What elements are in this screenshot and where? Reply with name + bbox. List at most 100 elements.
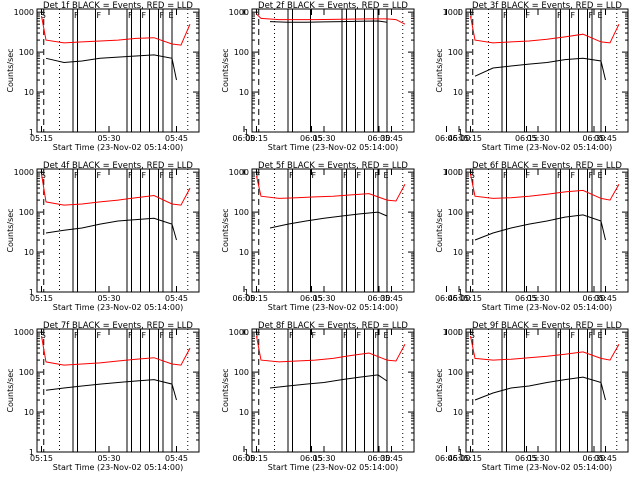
y-tick-label: 1000	[229, 328, 249, 337]
events-series-line	[269, 211, 388, 229]
x-tick-label: 05:15	[459, 134, 482, 143]
x-tick-label: 06:15	[300, 454, 323, 463]
events-series-line	[45, 217, 177, 241]
annotation-label: F	[375, 331, 380, 340]
annotation-label: S	[470, 171, 475, 180]
annotation-label: F	[142, 171, 147, 180]
y-axis-label: Counts/sec	[221, 368, 230, 412]
annotation-label: F	[160, 11, 165, 20]
y-tick-label: 100	[234, 208, 249, 217]
y-tick-label: 10	[24, 88, 34, 97]
x-tick-label: 06:15	[515, 294, 538, 303]
annotation-label: E	[384, 331, 389, 340]
y-tick-label: 100	[19, 48, 34, 57]
y-tick-label: 10	[453, 248, 463, 257]
panel-title: Det 9f BLACK = Events, RED = LLD	[472, 321, 622, 331]
x-tick-label: 06:30	[367, 454, 390, 463]
annotation-label: S	[470, 331, 475, 340]
annotation-label: F	[256, 171, 261, 180]
x-tick-label: 05:15	[459, 294, 482, 303]
annotation-label: F	[97, 11, 102, 20]
lld-series-line	[41, 173, 191, 206]
annotation-label: F	[557, 11, 562, 20]
annotation-label: F	[557, 171, 562, 180]
y-tick-label: 10	[453, 88, 463, 97]
detector-panel: Det 2f BLACK = Events, RED = LLD11010010…	[221, 1, 606, 152]
y-tick-label: 10	[24, 408, 34, 417]
x-tick-label: 05:30	[312, 134, 335, 143]
y-tick-label: 1	[458, 288, 463, 297]
annotation-label: F	[357, 171, 362, 180]
detector-panel: Det 7f BLACK = Events, RED = LLD11010010…	[6, 321, 458, 472]
x-tick-label: 05:45	[380, 134, 403, 143]
annotation-label: E	[598, 331, 603, 340]
plot-frame	[465, 168, 629, 293]
plot-frame	[465, 8, 629, 133]
annotation-label: F	[142, 331, 147, 340]
panel-title: Det 4f BLACK = Events, RED = LLD	[43, 161, 193, 171]
panel-title: Det 7f BLACK = Events, RED = LLD	[43, 321, 193, 331]
y-tick-label: 1000	[443, 8, 463, 17]
y-tick-label: 1000	[14, 168, 34, 177]
x-tick-label: 05:30	[97, 294, 120, 303]
x-tick-label: 06:45	[435, 454, 458, 463]
events-series-line	[474, 376, 606, 401]
plot-frame	[36, 328, 200, 453]
plot-frame	[36, 8, 200, 133]
x-tick-label: 05:15	[30, 134, 53, 143]
annotation-label: F	[128, 331, 133, 340]
panel-title: Det 6f BLACK = Events, RED = LLD	[472, 161, 622, 171]
x-axis-label: Start Time (23-Nov-02 05:14:00)	[482, 463, 612, 472]
y-axis-label: Counts/sec	[435, 48, 444, 92]
x-tick-label: 06:15	[515, 134, 538, 143]
y-tick-label: 10	[239, 408, 249, 417]
annotation-label: F	[160, 331, 165, 340]
y-tick-label: 1000	[443, 168, 463, 177]
panel-title: Det 3f BLACK = Events, RED = LLD	[472, 1, 622, 11]
annotation-label: F	[571, 11, 576, 20]
x-axis-label: Start Time (23-Nov-02 05:14:00)	[482, 303, 612, 312]
y-tick-label: 1	[244, 288, 249, 297]
x-tick-label: 05:30	[526, 454, 549, 463]
y-tick-label: 1000	[14, 328, 34, 337]
annotation-label: F	[160, 171, 165, 180]
annotation-label: F	[312, 331, 317, 340]
annotation-label: E	[169, 11, 174, 20]
lld-series-line	[41, 335, 191, 366]
annotation-label: F	[571, 171, 576, 180]
x-tick-label: 05:45	[380, 454, 403, 463]
events-series-line	[474, 214, 606, 241]
annotation-label: E	[598, 11, 603, 20]
x-tick-label: 05:30	[97, 134, 120, 143]
y-tick-label: 1	[29, 128, 34, 137]
x-tick-label: 05:15	[459, 454, 482, 463]
x-tick-label: 06:30	[367, 134, 390, 143]
detector-panel: Det 3f BLACK = Events, RED = LLD 1 10 100 10…	[435, 1, 629, 152]
annotation-label: E	[598, 171, 603, 180]
annotation-label: F	[289, 331, 294, 340]
y-tick-label: 1000	[229, 168, 249, 177]
x-tick-label: 06:00	[447, 454, 470, 463]
x-tick-label: 06:00	[232, 134, 255, 143]
lld-series-line	[41, 15, 191, 46]
y-tick-label: 100	[448, 368, 463, 377]
x-tick-label: 06:00	[232, 454, 255, 463]
y-axis-label: Counts/sec	[221, 48, 230, 92]
x-tick-label: 06:15	[300, 134, 323, 143]
x-tick-label: 05:45	[594, 134, 617, 143]
annotation-label: F	[357, 331, 362, 340]
y-tick-label: 10	[239, 88, 249, 97]
x-tick-label: 05:30	[526, 294, 549, 303]
annotation-label: F	[526, 11, 531, 20]
annotation-label: F	[74, 11, 79, 20]
detector-panel: Det 8f BLACK = Events, RED = LLD11010010…	[221, 321, 606, 472]
x-axis-label: Start Time (23-Nov-02 05:14:00)	[482, 143, 612, 152]
x-tick-label: 05:15	[245, 454, 268, 463]
panel-title: Det 8f BLACK = Events, RED = LLD	[258, 321, 408, 331]
x-tick-label: 06:30	[582, 134, 605, 143]
annotation-label: F	[589, 171, 594, 180]
x-tick-label: 06:15	[300, 294, 323, 303]
events-series-line	[269, 374, 388, 389]
annotation-label: E	[169, 171, 174, 180]
x-tick-label: 06:00	[447, 134, 470, 143]
